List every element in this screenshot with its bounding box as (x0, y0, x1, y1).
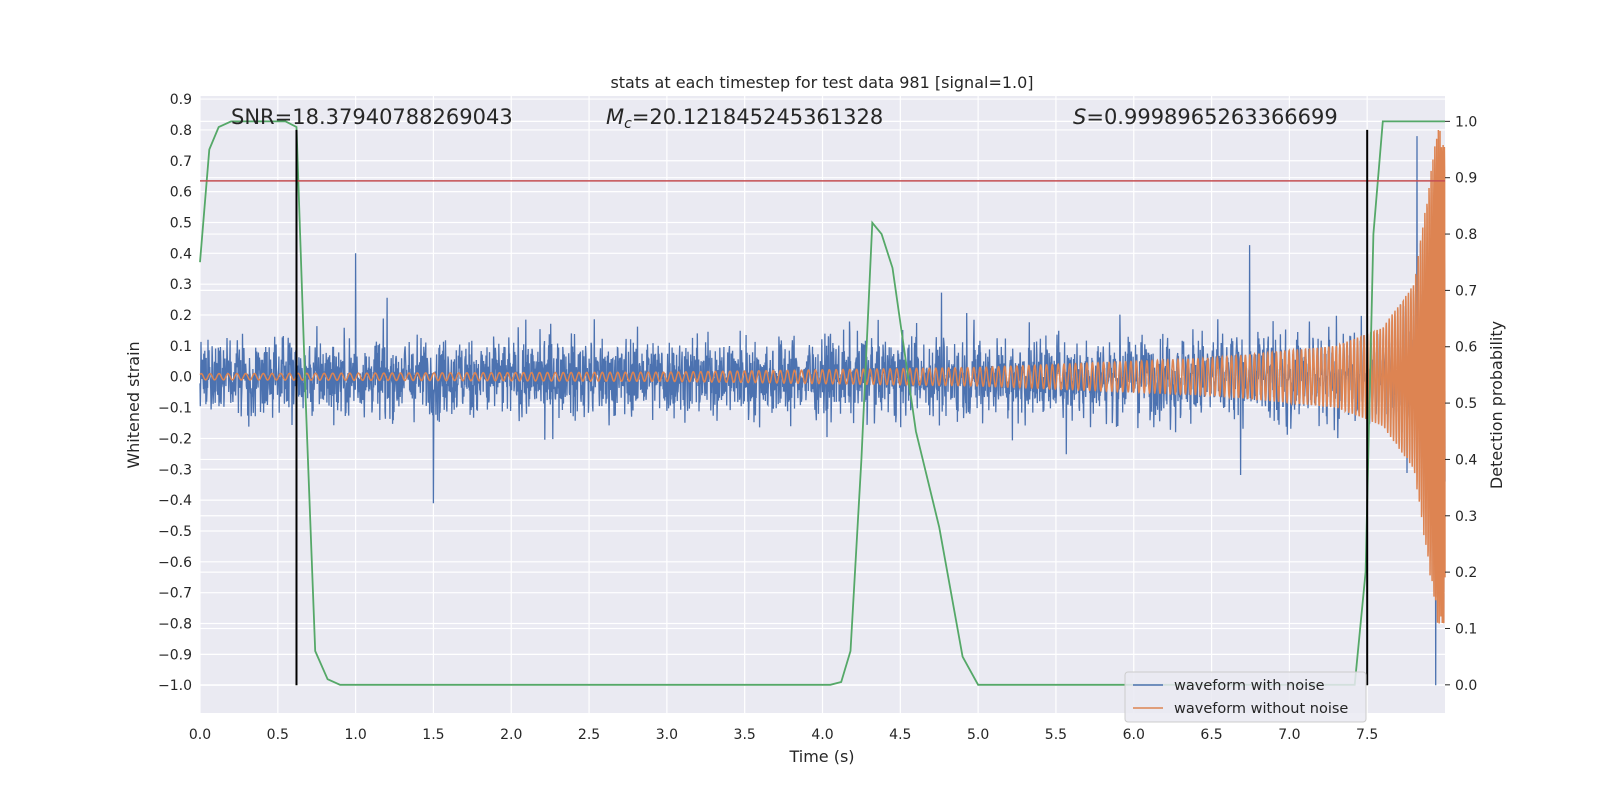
y-tick-label: 0.1 (170, 339, 192, 355)
y-tick-label: −0.5 (158, 524, 192, 540)
legend-label-noise: waveform with noise (1174, 678, 1325, 694)
x-tick-label: 6.5 (1200, 727, 1222, 743)
y2-axis-ticks: 1.0 0.9 0.8 0.7 0.6 0.5 0.4 0.3 0.2 0.1 0.0 (1445, 114, 1477, 694)
y2-tick-label: 0.7 (1455, 283, 1477, 299)
x-tick-label: 7.5 (1356, 727, 1378, 743)
y2-tick-label: 0.6 (1455, 340, 1477, 356)
x-tick-label: 4.5 (889, 727, 911, 743)
y-tick-label: 0.4 (170, 246, 192, 262)
y-tick-label: 0.6 (170, 185, 192, 201)
x-axis-ticks: 0.0 0.5 1.0 1.5 2.0 2.5 3.0 3.5 4.0 4.5 5.0 5.5 6.0 6… (189, 727, 1378, 743)
y-tick-label: 0.3 (170, 277, 192, 293)
y-axis-ticks: 0.9 0.8 0.7 0.6 0.5 0.4 0.3 0.2 0.1 0.0 −0.1 −0.2 −0… (158, 92, 192, 694)
y-tick-label: 0.2 (170, 308, 192, 324)
y-tick-label: 0.9 (170, 92, 192, 108)
y-tick-label: −0.8 (158, 617, 192, 633)
y2-tick-label: 0.3 (1455, 509, 1477, 525)
chart-title: stats at each timestep for test data 981… (610, 73, 1033, 92)
x-tick-label: 7.0 (1278, 727, 1300, 743)
y-tick-label: −1.0 (158, 678, 192, 694)
y2-tick-label: 0.9 (1455, 171, 1477, 187)
y2-tick-label: 0.2 (1455, 565, 1477, 581)
x-tick-label: 4.0 (811, 727, 833, 743)
y2-tick-label: 1.0 (1455, 114, 1477, 130)
chirp-mass-value: =20.121845245361328 (632, 105, 883, 129)
y-tick-label: −0.4 (158, 493, 192, 509)
y-tick-label: −0.3 (158, 462, 192, 478)
x-tick-label: 0.0 (189, 727, 211, 743)
s-symbol: S (1073, 105, 1086, 129)
x-tick-label: 2.0 (500, 727, 522, 743)
legend: waveform with noise waveform without noi… (1124, 671, 1367, 723)
reference-lines (200, 129, 1445, 686)
y-tick-label: −0.2 (158, 431, 192, 447)
x-tick-label: 5.0 (967, 727, 989, 743)
series-waveform-without-noise (199, 129, 1446, 624)
line-waveform-without-noise (199, 129, 1446, 624)
legend-label-clean: waveform without noise (1174, 701, 1348, 717)
y-tick-label: −0.1 (158, 401, 192, 417)
x-axis-label: Time (s) (788, 747, 854, 766)
y-tick-label: −0.9 (158, 647, 192, 663)
chirp-mass-subscript: c (624, 116, 632, 132)
y-tick-label: 0.5 (170, 215, 192, 231)
x-tick-label: 2.5 (578, 727, 600, 743)
y-tick-label: 0.8 (170, 123, 192, 139)
x-tick-label: 1.5 (422, 727, 444, 743)
y2-axis-label: Detection probability (1487, 321, 1506, 489)
y2-tick-label: 0.1 (1455, 621, 1477, 637)
x-tick-label: 3.5 (734, 727, 756, 743)
s-annotation: S=0.9998965263366699 (1073, 105, 1338, 129)
chirp-mass-symbol: M (606, 105, 624, 129)
y2-tick-label: 0.4 (1455, 452, 1477, 468)
x-tick-label: 1.0 (344, 727, 366, 743)
x-tick-label: 6.0 (1123, 727, 1145, 743)
x-tick-label: 5.5 (1045, 727, 1067, 743)
x-tick-label: 0.5 (267, 727, 289, 743)
y2-tick-label: 0.0 (1455, 678, 1477, 694)
chirp-mass-annotation: Mc=20.121845245361328 (606, 105, 883, 132)
y-axis-label: Whitened strain (124, 341, 143, 468)
y-tick-label: 0.7 (170, 154, 192, 170)
s-value: =0.9998965263366699 (1086, 105, 1337, 129)
y2-tick-label: 0.8 (1455, 227, 1477, 243)
y-tick-label: −0.6 (158, 555, 192, 571)
y-tick-label: 0.0 (170, 370, 192, 386)
legend-box (1124, 671, 1367, 723)
y2-tick-label: 0.5 (1455, 396, 1477, 412)
y-tick-label: −0.7 (158, 586, 192, 602)
x-tick-label: 3.0 (656, 727, 678, 743)
snr-annotation: SNR=18.37940788269043 (231, 105, 513, 129)
